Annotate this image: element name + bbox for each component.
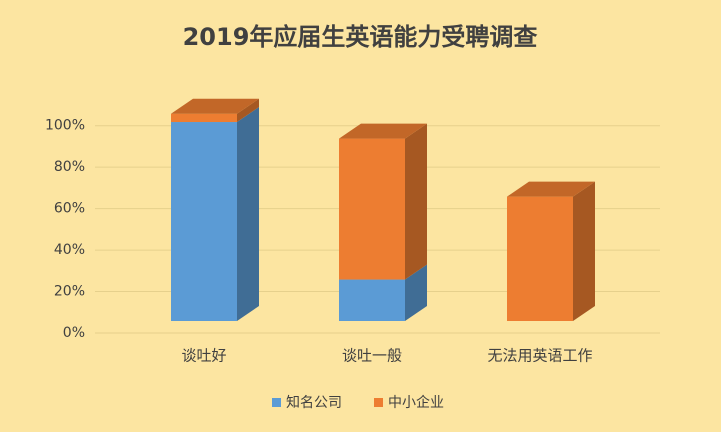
y-tick-label: 60% [54, 201, 85, 217]
bar-side [237, 107, 259, 321]
chart-title: 2019年应届生英语能力受聘调查 [183, 23, 538, 51]
y-tick-label: 40% [54, 242, 85, 258]
bar-top [339, 123, 427, 139]
x-tick-label: 无法用英语工作 [487, 347, 592, 365]
bar [339, 279, 405, 321]
bar [171, 122, 237, 321]
legend-label: 中小企业 [388, 394, 444, 411]
bar-side [405, 264, 427, 321]
x-tick-label: 谈吐一般 [342, 347, 402, 365]
x-tick-label: 谈吐好 [181, 347, 226, 365]
legend-label: 知名公司 [286, 394, 342, 411]
bar-side [237, 98, 259, 123]
bar [171, 113, 237, 123]
y-tick-label: 100% [45, 118, 85, 134]
bar [339, 138, 405, 280]
bar [507, 196, 573, 321]
legend-swatch [374, 398, 383, 407]
bar-top [507, 181, 595, 197]
legend-swatch [272, 398, 281, 407]
bar-top [171, 98, 259, 114]
y-tick-label: 80% [54, 159, 85, 175]
y-tick-label: 20% [54, 284, 85, 300]
y-tick-label: 0% [63, 325, 85, 341]
bar-side [573, 181, 595, 321]
bar-side [405, 123, 427, 280]
